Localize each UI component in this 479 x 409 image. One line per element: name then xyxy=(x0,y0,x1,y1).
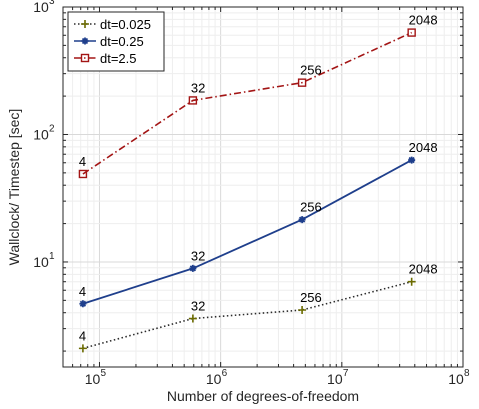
legend-label: dt=0.025 xyxy=(100,17,151,32)
x-tick-label-exponent: 7 xyxy=(343,368,349,379)
point-label: 4 xyxy=(79,328,86,343)
data-point-core xyxy=(80,301,85,306)
y-tick-label: 10 2 xyxy=(33,123,55,142)
data-point xyxy=(407,28,416,37)
x-tick-label-exponent: 6 xyxy=(222,368,228,379)
y-tick-label: 10 3 xyxy=(33,0,55,15)
annotations: 4 32 256 2048 4 32 256 2048 4 32 256 2048 xyxy=(79,13,438,344)
data-point xyxy=(188,314,197,323)
x-tick-label-exponent: 5 xyxy=(100,368,106,379)
legend-entry: dt=0.25 xyxy=(74,34,144,49)
point-label: 256 xyxy=(300,290,322,305)
data-point xyxy=(78,344,87,353)
data-point-core xyxy=(300,217,305,222)
data-point xyxy=(78,169,88,179)
y-tick-label-base: 10 xyxy=(33,126,49,142)
y-tick-label: 10 1 xyxy=(33,251,55,270)
data-point xyxy=(188,96,198,105)
y-tick-label-base: 10 xyxy=(33,254,49,270)
y-tick-label-base: 10 xyxy=(33,0,49,15)
x-tick-label-base: 10 xyxy=(327,371,343,387)
x-tick-label: 10 8 xyxy=(448,368,470,387)
data-point-core xyxy=(409,158,414,163)
y-axis-label: Wallclock/ Timestep [sec] xyxy=(6,109,22,266)
y-tick-label-exponent: 1 xyxy=(49,251,55,262)
series-2 xyxy=(79,156,416,308)
point-label: 2048 xyxy=(409,13,438,28)
x-tick-label-base: 10 xyxy=(206,371,222,387)
x-tick-label-base: 10 xyxy=(85,371,101,387)
data-point xyxy=(297,78,307,87)
y-tick-label-exponent: 3 xyxy=(49,0,55,7)
point-label: 4 xyxy=(79,284,86,299)
legend-entry: dt=2.5 xyxy=(74,51,137,66)
axis-ticks: 10 5 10 6 10 7 10 810 110 210 3 xyxy=(33,0,470,387)
series-line xyxy=(82,280,412,350)
point-label: 32 xyxy=(191,299,205,314)
legend-label: dt=2.5 xyxy=(100,51,137,66)
x-tick-label-base: 10 xyxy=(448,371,464,387)
legend-marker xyxy=(80,53,90,63)
plot-frame xyxy=(62,6,464,368)
x-axis-label: Number of degrees-of-freedom xyxy=(167,388,359,404)
x-tick-label: 10 5 xyxy=(85,368,107,387)
data-point-core xyxy=(190,266,195,271)
series-1 xyxy=(78,277,416,353)
series-3 xyxy=(78,28,416,179)
point-label: 4 xyxy=(79,154,86,169)
series xyxy=(78,28,416,353)
y-tick-label-exponent: 2 xyxy=(49,123,55,134)
point-label: 2048 xyxy=(409,140,438,155)
x-tick-label: 10 6 xyxy=(206,368,228,387)
legend-marker xyxy=(81,20,89,28)
point-label: 32 xyxy=(191,248,205,263)
point-label: 2048 xyxy=(409,262,438,277)
x-tick-label-exponent: 8 xyxy=(464,368,470,379)
legend-label: dt=0.25 xyxy=(100,34,144,49)
point-label: 256 xyxy=(300,63,322,78)
legend-marker-core xyxy=(83,39,87,43)
point-label: 32 xyxy=(191,80,205,95)
series-line xyxy=(82,159,413,305)
legend: dt=0.025 dt=0.25 dt=2.5 xyxy=(67,11,165,72)
point-label: 256 xyxy=(300,200,322,215)
data-point xyxy=(407,277,416,286)
legend-entry: dt=0.025 xyxy=(74,17,151,32)
x-tick-label: 10 7 xyxy=(327,368,349,387)
data-point xyxy=(298,305,307,314)
